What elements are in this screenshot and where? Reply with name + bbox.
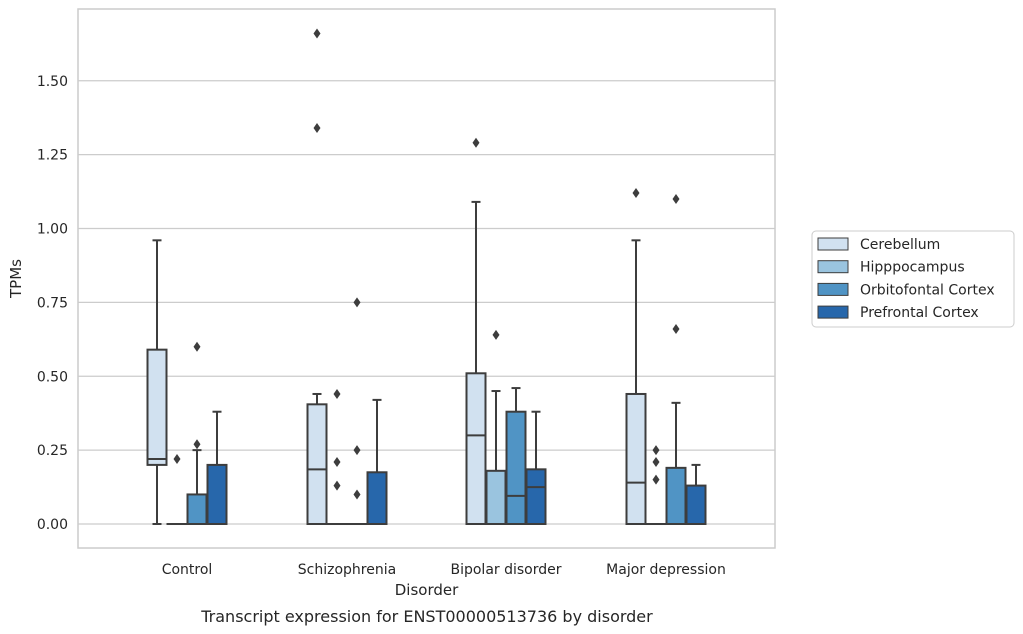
y-tick-label: 0.50 [37, 369, 68, 385]
box-iqr [146, 348, 168, 466]
box-prefrontal-cortex-0 [206, 410, 228, 525]
box-hipppocampus-1 [326, 388, 348, 526]
outlier-point [353, 445, 361, 456]
x-axis-label: Disorder [395, 581, 459, 599]
outlier-point [313, 123, 321, 134]
legend-label: Hipppocampus [860, 260, 965, 276]
outlier-point [672, 193, 680, 204]
outlier-point [333, 388, 341, 399]
box-iqr [665, 466, 687, 526]
outlier-point [173, 453, 181, 464]
outlier-point [353, 489, 361, 500]
box-cerebellum-2 [465, 137, 487, 526]
box-orbitofontal-cortex-2 [505, 387, 527, 525]
box-prefrontal-cortex-2 [525, 410, 547, 525]
box-iqr [465, 372, 487, 526]
box-cerebellum-0 [146, 239, 168, 525]
x-tick-label: Bipolar disorder [450, 562, 561, 578]
outlier-point [333, 456, 341, 467]
box-iqr [186, 493, 208, 526]
box-iqr [685, 484, 707, 525]
legend-swatch [817, 282, 849, 296]
box-orbitofontal-cortex-1 [346, 297, 368, 526]
gridlines [78, 80, 775, 525]
box-prefrontal-cortex-3 [685, 463, 707, 525]
x-tick-label: Control [162, 562, 213, 578]
outlier-point [313, 28, 321, 39]
legend-label: Prefrontal Cortex [860, 305, 979, 321]
legend-swatch [817, 260, 849, 274]
box-plot-area [146, 28, 707, 526]
legend-swatch [817, 237, 849, 251]
outlier-point [652, 456, 660, 467]
y-axis-label: TPMs [7, 259, 25, 299]
outlier-point [492, 329, 500, 340]
legend-label: Orbitofontal Cortex [860, 282, 995, 298]
y-tick-label: 0.75 [37, 295, 68, 311]
box-iqr [306, 403, 328, 526]
box-iqr [525, 468, 547, 525]
box-iqr [206, 463, 228, 525]
box-prefrontal-cortex-1 [366, 398, 388, 526]
legend-label: Cerebellum [860, 237, 940, 253]
box-orbitofontal-cortex-0 [186, 341, 208, 526]
outlier-point [193, 439, 201, 450]
outlier-point [353, 297, 361, 308]
y-tick-label: 1.25 [37, 148, 68, 164]
outlier-point [672, 323, 680, 334]
x-tick-labels: Control Schizophrenia Bipolar disorder Majo… [162, 562, 726, 578]
outlier-point [652, 474, 660, 485]
outlier-point [333, 480, 341, 491]
box-iqr [625, 392, 647, 526]
outlier-point [193, 341, 201, 352]
y-tick-label: 0.00 [37, 517, 68, 533]
outlier-point [652, 445, 660, 456]
x-tick-label: Schizophrenia [298, 562, 396, 578]
plot-frame [77, 8, 776, 549]
box-hipppocampus-3 [645, 445, 667, 526]
box-orbitofontal-cortex-3 [665, 193, 687, 526]
legend-swatch [817, 305, 849, 319]
outlier-point [472, 137, 480, 148]
x-tick-label: Major depression [606, 562, 726, 578]
box-cerebellum-1 [306, 28, 328, 526]
y-tick-labels: 0.00 0.25 0.50 0.75 1.00 1.25 1.50 [37, 74, 68, 533]
box-hipppocampus-0 [166, 453, 188, 526]
legend-frame [811, 230, 1015, 328]
y-tick-label: 1.50 [37, 74, 68, 90]
box-iqr [505, 410, 527, 525]
box-cerebellum-3 [625, 188, 647, 526]
box-iqr [366, 471, 388, 526]
legend: Cerebellum Hipppocampus Orbitofontal Corte… [811, 230, 1015, 328]
y-tick-label: 1.00 [37, 222, 68, 238]
y-tick-label: 0.25 [37, 443, 68, 459]
box-iqr [485, 469, 507, 525]
chart-caption: Transcript expression for ENST0000051373… [200, 607, 653, 626]
box-hipppocampus-2 [485, 329, 507, 525]
outlier-point [632, 188, 640, 199]
